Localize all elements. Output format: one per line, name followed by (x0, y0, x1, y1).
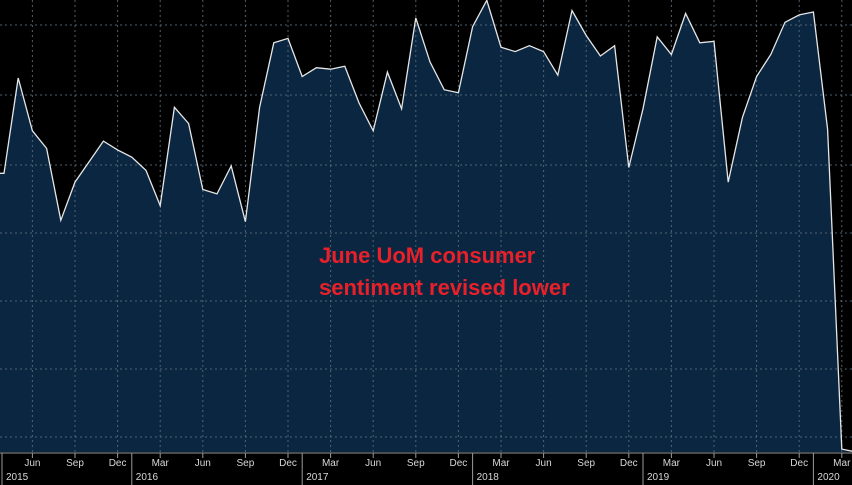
annotation-line-1: June UoM consumer (319, 243, 536, 268)
x-tick-label-month: Sep (407, 458, 425, 469)
x-tick-label-month: Mar (663, 458, 681, 469)
x-tick-label-month: Jun (536, 458, 552, 469)
x-tick-label-month: Dec (450, 458, 468, 469)
x-tick-label-year: 2017 (306, 472, 329, 483)
series-line-layer (0, 0, 852, 452)
x-tick-label-month: Sep (66, 458, 84, 469)
x-tick-label-month: Jun (24, 458, 40, 469)
x-tick-label-month: Dec (790, 458, 808, 469)
x-tick-label-month: Mar (492, 458, 510, 469)
x-axis: Jun Sep Dec Mar Jun Sep Dec Mar Jun Sep Dec Mar Jun S… (0, 452, 852, 485)
chart-annotation: June UoM consumer sentiment revised lowe… (319, 240, 570, 304)
x-tick-label-year: 2015 (6, 472, 29, 483)
x-tick-label-month: Mar (833, 458, 851, 469)
x-tick-label-year: 2020 (817, 472, 840, 483)
x-tick-label-year: 2016 (136, 472, 159, 483)
x-tick-label-month: Jun (195, 458, 211, 469)
x-tick-label-month: Sep (577, 458, 595, 469)
x-tick-label-month: Sep (748, 458, 766, 469)
annotation-line-2: sentiment revised lower (319, 275, 570, 300)
series-area-fill (0, 0, 852, 452)
x-tick-label-month: Dec (620, 458, 638, 469)
x-tick-label-year: 2018 (477, 472, 500, 483)
x-tick-label-month: Sep (237, 458, 255, 469)
x-tick-label-month: Mar (322, 458, 340, 469)
area-fill-layer (0, 0, 852, 452)
x-tick-label-month: Mar (152, 458, 170, 469)
grid-layer (0, 0, 852, 452)
x-tick-label-month: Dec (279, 458, 297, 469)
x-tick-label-month: Jun (706, 458, 722, 469)
x-tick-label-month: Jun (365, 458, 381, 469)
x-tick-label-year: 2019 (647, 472, 670, 483)
x-tick-label-month: Dec (109, 458, 127, 469)
series-line (0, 0, 852, 452)
